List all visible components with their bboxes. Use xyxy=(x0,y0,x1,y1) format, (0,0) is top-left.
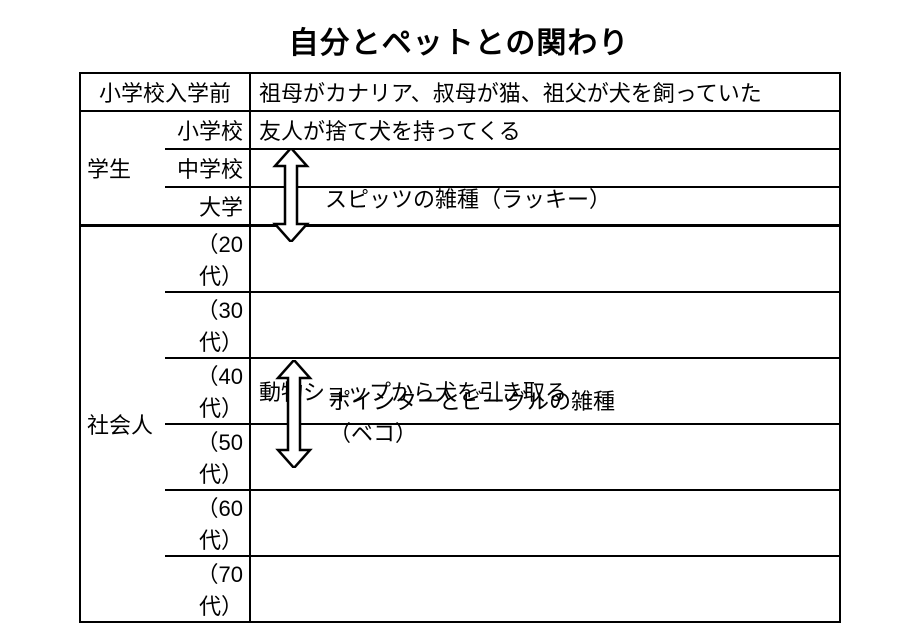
stage-cell: （20代） xyxy=(165,225,250,292)
stage-cell: （30代） xyxy=(165,292,250,358)
table-row: （60代） xyxy=(80,490,840,556)
table-row: 学生 小学校 友人が捨て犬を持ってくる xyxy=(80,111,840,149)
detail-cell xyxy=(250,490,840,556)
detail-cell: 祖母がカナリア、叔母が猫、祖父が犬を飼っていた xyxy=(250,73,840,111)
table-container: 小学校入学前 祖母がカナリア、叔母が猫、祖父が犬を飼っていた 学生 小学校 友人… xyxy=(79,72,839,623)
table-row: （30代） xyxy=(80,292,840,358)
stage-cell: （70代） xyxy=(165,556,250,622)
stage-cell: 小学校 xyxy=(165,111,250,149)
page-title: 自分とペットとの関わり xyxy=(0,18,918,62)
stage-cell: 小学校入学前 xyxy=(80,73,250,111)
stage-cell: （50代） xyxy=(165,424,250,490)
detail-cell xyxy=(250,292,840,358)
stage-cell: 大学 xyxy=(165,187,250,225)
detail-cell xyxy=(250,225,840,292)
adult-arrow-label-line1: ポインターとビーグルの雑種 xyxy=(329,384,615,416)
adult-arrow-label-line2: （ベコ） xyxy=(329,416,417,448)
student-arrow-label: スピッツの雑種（ラッキー） xyxy=(325,182,611,214)
life-stage-table: 小学校入学前 祖母がカナリア、叔母が猫、祖父が犬を飼っていた 学生 小学校 友人… xyxy=(79,72,841,623)
table-row: （70代） xyxy=(80,556,840,622)
detail-cell xyxy=(250,556,840,622)
group-cell-student: 学生 xyxy=(80,111,165,225)
stage-cell: （60代） xyxy=(165,490,250,556)
table-row: （50代） xyxy=(80,424,840,490)
table-row: 小学校入学前 祖母がカナリア、叔母が猫、祖父が犬を飼っていた xyxy=(80,73,840,111)
stage-cell: （40代） xyxy=(165,358,250,424)
table-row: 社会人 （20代） xyxy=(80,225,840,292)
stage-cell: 中学校 xyxy=(165,149,250,187)
detail-cell: 友人が捨て犬を持ってくる xyxy=(250,111,840,149)
group-cell-adult: 社会人 xyxy=(80,225,165,622)
